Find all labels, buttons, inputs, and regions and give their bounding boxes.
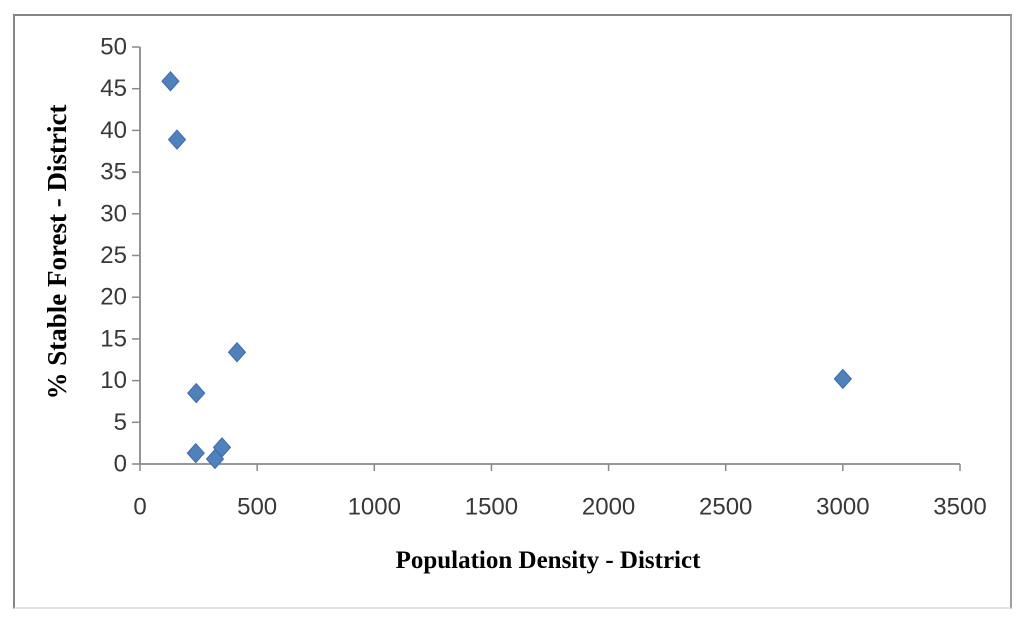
axes — [132, 46, 961, 471]
data-point-diamond — [161, 70, 180, 92]
y-tick-label: 10 — [100, 367, 127, 394]
x-tick-label: 3500 — [933, 494, 986, 521]
data-point-diamond — [187, 382, 206, 404]
chart-border-frame — [13, 14, 1012, 609]
x-axis-title: Population Density - District — [396, 547, 702, 574]
y-tick-label: 15 — [100, 325, 127, 352]
y-tick-label: 20 — [100, 284, 127, 311]
data-point-diamond — [186, 442, 205, 464]
y-tick-label: 45 — [100, 75, 127, 102]
x-tick-label: 3000 — [816, 494, 869, 521]
y-tick-label: 50 — [100, 34, 127, 61]
x-tick-label: 2500 — [699, 494, 752, 521]
x-tick-label: 1500 — [465, 494, 518, 521]
x-tick-label: 500 — [237, 494, 277, 521]
y-tick-label: 5 — [114, 409, 127, 436]
y-axis-title: % Stable Forest - District — [42, 105, 72, 400]
y-tick-label: 30 — [100, 200, 127, 227]
x-tick-label: 0 — [133, 494, 146, 521]
data-point-diamond — [227, 341, 247, 363]
y-tick-label: 0 — [114, 451, 127, 478]
data-point-diamond — [833, 368, 853, 390]
data-points — [161, 70, 853, 470]
y-tick-label: 40 — [100, 117, 127, 144]
y-tick-label: 25 — [100, 242, 127, 269]
x-tick-label: 2000 — [582, 494, 635, 521]
x-tick-label: 1000 — [348, 494, 401, 521]
data-point-diamond — [212, 437, 232, 458]
y-tick-label: 35 — [100, 159, 127, 186]
data-point-diamond — [167, 129, 187, 150]
